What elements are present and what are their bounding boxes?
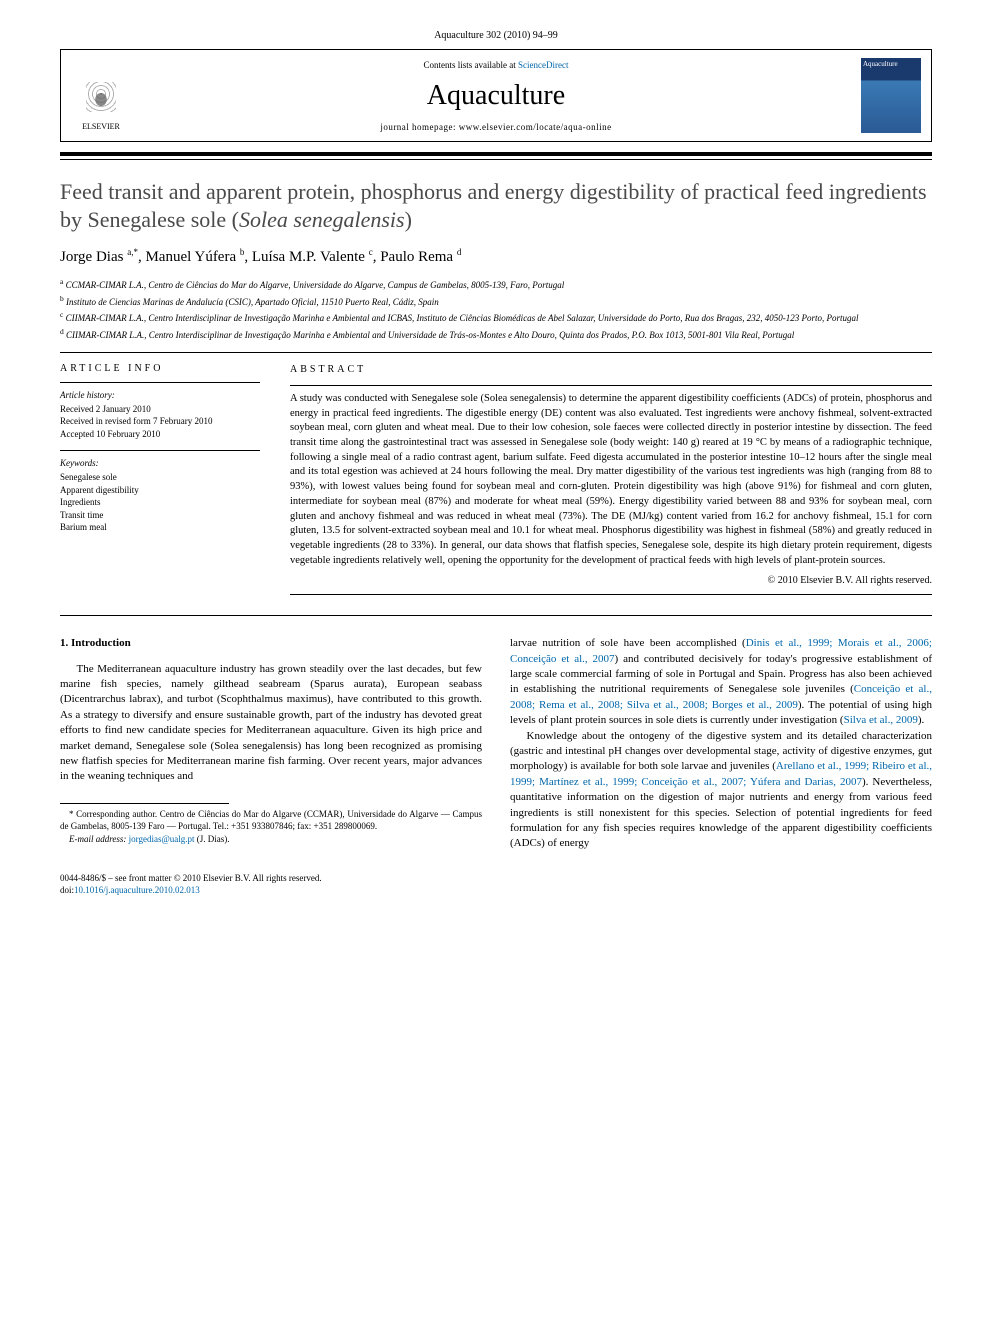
- author-name: Luísa M.P. Valente: [252, 249, 365, 265]
- contents-line: Contents lists available at ScienceDirec…: [131, 60, 861, 70]
- doi-label: doi:: [60, 885, 74, 895]
- author-marks: d: [457, 247, 462, 257]
- homepage-line: journal homepage: www.elsevier.com/locat…: [131, 122, 861, 132]
- cover-label: Aquaculture: [863, 60, 898, 68]
- history-line: Accepted 10 February 2010: [60, 428, 260, 441]
- doi-link[interactable]: 10.1016/j.aquaculture.2010.02.013: [74, 885, 200, 895]
- affil-text: CIIMAR-CIMAR L.A., Centro Interdisciplin…: [66, 313, 859, 323]
- p2-pre: larvae nutrition of sole have been accom…: [510, 637, 746, 649]
- author-marks: c: [369, 247, 373, 257]
- journal-name: Aquaculture: [131, 80, 861, 112]
- info-rule: [290, 385, 932, 386]
- author-1: Jorge Dias a,*: [60, 249, 138, 265]
- affil-text: CIIMAR-CIMAR L.A., Centro Interdisciplin…: [66, 330, 794, 340]
- keyword: Apparent digestibility: [60, 484, 260, 497]
- affil-mark: d: [60, 327, 64, 336]
- author-name: Jorge Dias: [60, 249, 123, 265]
- corresponding-email: E-mail address: jorgedias@ualg.pt (J. Di…: [60, 833, 482, 846]
- section-rule: [60, 352, 932, 353]
- email-link[interactable]: jorgedias@ualg.pt: [129, 834, 195, 844]
- history-line: Received in revised form 7 February 2010: [60, 415, 260, 428]
- body-columns: 1. Introduction The Mediterranean aquacu…: [60, 636, 932, 851]
- homepage-prefix: journal homepage:: [380, 122, 458, 132]
- section-1-heading: 1. Introduction: [60, 636, 482, 651]
- footer-line-1: 0044-8486/$ – see front matter © 2010 El…: [60, 872, 932, 885]
- affil-mark: b: [60, 294, 64, 303]
- keyword: Senegalese sole: [60, 471, 260, 484]
- info-rule: [290, 594, 932, 595]
- email-label: E-mail address:: [69, 834, 129, 844]
- sciencedirect-link[interactable]: ScienceDirect: [518, 60, 568, 70]
- title-text: Feed transit and apparent protein, phosp…: [60, 179, 927, 232]
- body-para-3: Knowledge about the ontogeny of the dige…: [510, 729, 932, 852]
- abstract-column: ABSTRACT A study was conducted with Sene…: [290, 363, 932, 601]
- info-rule: [60, 382, 260, 383]
- footer-doi: doi:10.1016/j.aquaculture.2010.02.013: [60, 884, 932, 897]
- title-rule: [60, 152, 932, 160]
- abstract-text: A study was conducted with Senegalese so…: [290, 392, 932, 568]
- publisher-logo: ELSEVIER: [71, 61, 131, 131]
- affil-text: CCMAR-CIMAR L.A., Centro de Ciências do …: [66, 280, 565, 290]
- contents-prefix: Contents lists available at: [424, 60, 518, 70]
- abstract-heading: ABSTRACT: [290, 363, 932, 377]
- page-footer: 0044-8486/$ – see front matter © 2010 El…: [60, 872, 932, 897]
- journal-cover-thumbnail: Aquaculture: [861, 58, 921, 133]
- affiliation-d: d CIIMAR-CIMAR L.A., Centro Interdiscipl…: [60, 326, 932, 343]
- affiliations: a CCMAR-CIMAR L.A., Centro de Ciências d…: [60, 276, 932, 342]
- p2-end: ).: [918, 714, 924, 726]
- author-4: Paulo Rema d: [380, 249, 461, 265]
- body-rule: [60, 615, 932, 616]
- author-2: Manuel Yúfera b: [145, 249, 244, 265]
- affil-mark: a: [60, 277, 63, 286]
- author-3: Luísa M.P. Valente c: [252, 249, 373, 265]
- affil-text: Instituto de Ciencias Marinas de Andaluc…: [66, 297, 439, 307]
- author-marks: b: [240, 247, 245, 257]
- elsevier-tree-icon: [81, 77, 121, 122]
- affil-mark: c: [60, 310, 63, 319]
- author-list: Jorge Dias a,*, Manuel Yúfera b, Luísa M…: [60, 247, 932, 266]
- article-info-column: ARTICLE INFO Article history: Received 2…: [60, 363, 260, 601]
- journal-reference: Aquaculture 302 (2010) 94–99: [60, 30, 932, 41]
- journal-header-box: ELSEVIER Contents lists available at Sci…: [60, 49, 932, 142]
- corresponding-author-note: * Corresponding author. Centro de Ciênci…: [60, 808, 482, 833]
- article-history: Article history: Received 2 January 2010…: [60, 389, 260, 440]
- keywords-block: Keywords: Senegalese sole Apparent diges…: [60, 457, 260, 534]
- history-label: Article history:: [60, 389, 260, 402]
- keyword: Barium meal: [60, 521, 260, 534]
- homepage-url[interactable]: www.elsevier.com/locate/aqua-online: [459, 122, 612, 132]
- history-line: Received 2 January 2010: [60, 403, 260, 416]
- publisher-label: ELSEVIER: [82, 122, 120, 131]
- keyword: Transit time: [60, 509, 260, 522]
- affiliation-a: a CCMAR-CIMAR L.A., Centro de Ciências d…: [60, 276, 932, 293]
- body-para-1: The Mediterranean aquaculture industry h…: [60, 662, 482, 785]
- citation-link[interactable]: Silva et al., 2009: [844, 714, 918, 726]
- footnote-rule: [60, 803, 229, 804]
- author-name: Manuel Yúfera: [145, 249, 236, 265]
- email-suffix: (J. Dias).: [195, 834, 230, 844]
- author-name: Paulo Rema: [380, 249, 453, 265]
- article-title: Feed transit and apparent protein, phosp…: [60, 178, 932, 233]
- affiliation-b: b Instituto de Ciencias Marinas de Andal…: [60, 293, 932, 310]
- body-para-2: larvae nutrition of sole have been accom…: [510, 636, 932, 728]
- info-rule: [60, 450, 260, 451]
- article-info-heading: ARTICLE INFO: [60, 363, 260, 374]
- keywords-label: Keywords:: [60, 457, 260, 470]
- abstract-copyright: © 2010 Elsevier B.V. All rights reserved…: [290, 574, 932, 588]
- affiliation-c: c CIIMAR-CIMAR L.A., Centro Interdiscipl…: [60, 309, 932, 326]
- author-marks: a,*: [127, 247, 138, 257]
- keyword: Ingredients: [60, 496, 260, 509]
